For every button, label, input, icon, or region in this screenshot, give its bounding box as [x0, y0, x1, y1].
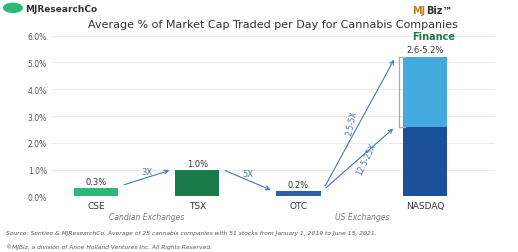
Text: MJ: MJ [412, 6, 425, 16]
Text: Candian Exchanges: Candian Exchanges [109, 213, 184, 222]
Text: 0.3%: 0.3% [85, 178, 107, 187]
Text: 2.5-5X: 2.5-5X [344, 110, 359, 136]
Text: 1.0%: 1.0% [187, 159, 208, 168]
Text: US Exchanges: US Exchanges [335, 213, 389, 222]
Text: 2.6-5.2%: 2.6-5.2% [407, 46, 444, 55]
Text: MJResearchCo: MJResearchCo [25, 5, 97, 14]
Text: 0.2%: 0.2% [288, 180, 309, 189]
Text: Biz™: Biz™ [426, 6, 452, 16]
Bar [403, 58, 447, 127]
Title: Average % of Market Cap Traded per Day for Cannabis Companies: Average % of Market Cap Traded per Day f… [88, 20, 458, 30]
Text: Source: Sentieo & MJResearchCo. Average of 25 cannabis companies with 51 stocks : Source: Sentieo & MJResearchCo. Average … [6, 231, 377, 236]
Text: ©MJBiz, a division of Anne Holland Ventures Inc. All Rights Reserved.: ©MJBiz, a division of Anne Holland Ventu… [6, 243, 212, 249]
Bar [175, 170, 220, 197]
Text: 3X: 3X [141, 168, 152, 177]
Bar [277, 191, 321, 197]
Text: 12.5-25X: 12.5-25X [354, 141, 378, 176]
Text: 5X: 5X [242, 169, 253, 178]
Text: Finance: Finance [412, 32, 455, 42]
Bar [403, 127, 447, 197]
Bar [74, 188, 118, 197]
